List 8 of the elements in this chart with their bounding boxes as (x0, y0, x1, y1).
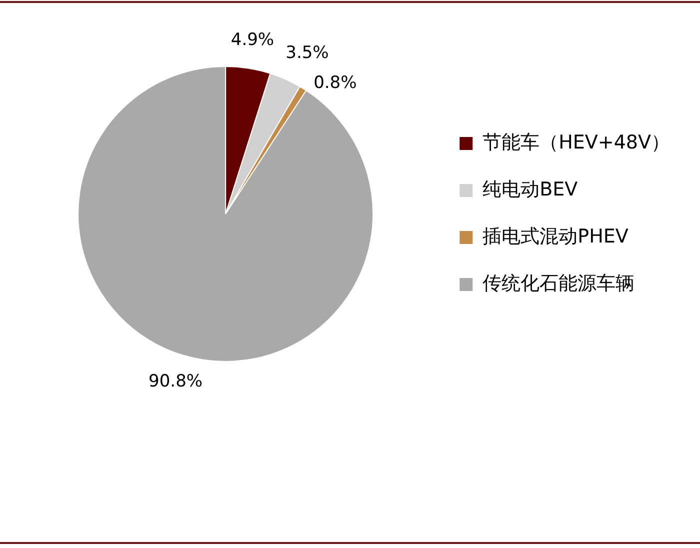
legend-label: 传统化石能源车辆 (482, 272, 635, 294)
data-label: 0.8% (314, 72, 357, 93)
data-label: 3.5% (286, 42, 329, 63)
legend-label: 节能车（HEV+48V） (482, 131, 670, 154)
data-label: 90.8% (148, 372, 203, 392)
legend-label: 插电式混动PHEV (482, 225, 628, 248)
legend-label: 纯电动BEV (482, 178, 578, 200)
data-label: 4.9% (230, 30, 274, 50)
